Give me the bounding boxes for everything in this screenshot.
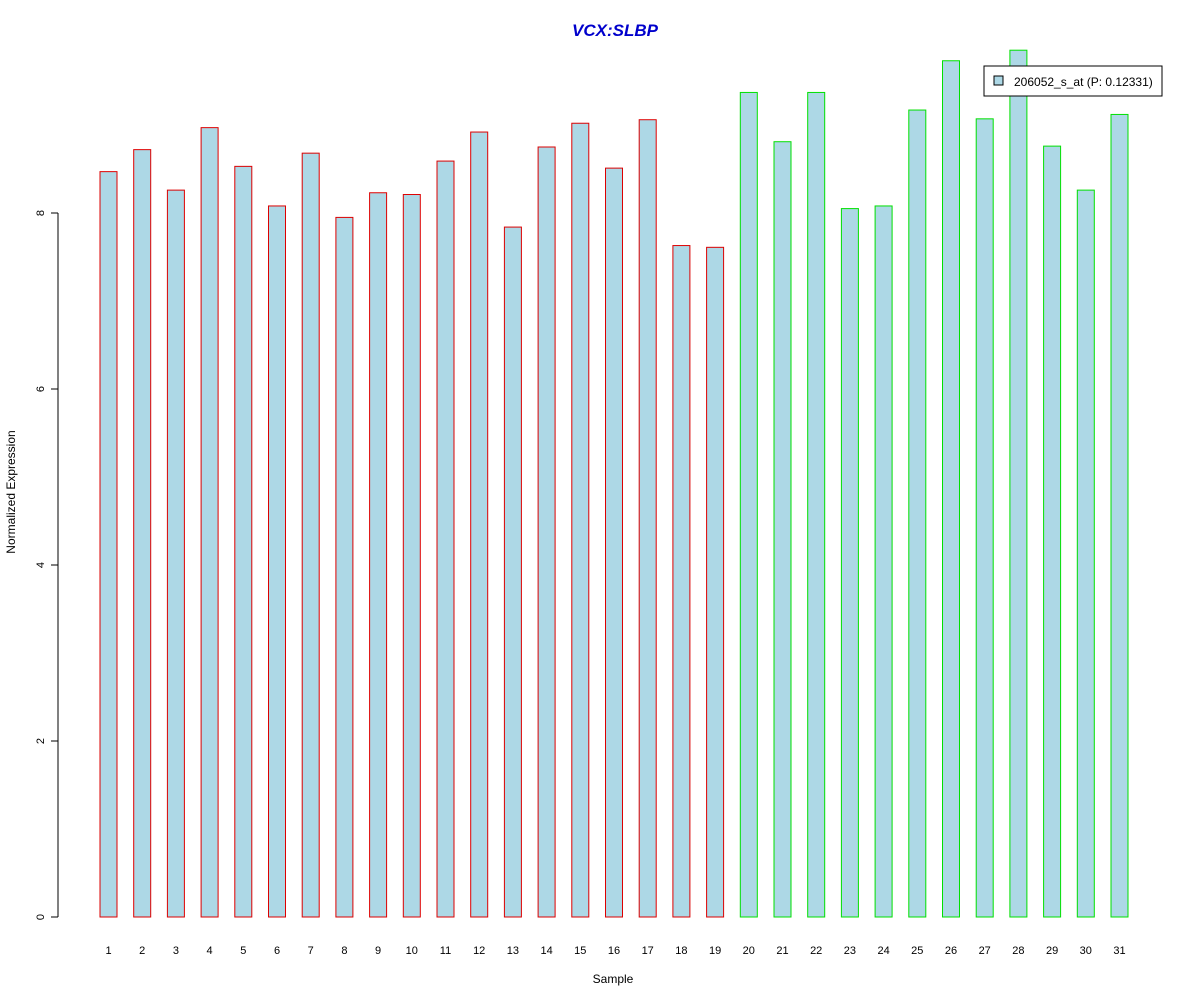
x-tick-label: 12 — [473, 945, 485, 957]
bar-sample-20 — [739, 91, 758, 918]
chart-title: VCX:SLBP — [572, 21, 659, 40]
bar-sample-21 — [773, 141, 792, 918]
y-tick-label: 0 — [35, 914, 47, 920]
bar-sample-30 — [1076, 189, 1095, 918]
x-tick-label: 30 — [1080, 945, 1092, 957]
x-tick-label: 8 — [341, 945, 347, 957]
x-tick-label: 18 — [675, 945, 687, 957]
x-tick-label: 19 — [709, 945, 721, 957]
x-tick-label: 31 — [1113, 945, 1125, 957]
bar-sample-23 — [840, 208, 859, 918]
x-tick-label: 28 — [1012, 945, 1024, 957]
legend-swatch — [993, 75, 1004, 86]
legend-label: 206052_s_at (P: 0.12331) — [1014, 75, 1153, 89]
bar-sample-14 — [537, 146, 556, 918]
bar-sample-10 — [402, 194, 421, 918]
x-tick-label: 2 — [139, 945, 145, 957]
bar-sample-1 — [99, 171, 118, 918]
x-tick-label: 22 — [810, 945, 822, 957]
bar-sample-31 — [1110, 113, 1129, 918]
legend: 206052_s_at (P: 0.12331) — [983, 65, 1163, 97]
x-tick-label: 15 — [574, 945, 586, 957]
bar-sample-12 — [470, 131, 489, 918]
y-axis-title: Normalized Expression — [4, 430, 18, 553]
x-tick-label: 21 — [776, 945, 788, 957]
y-tick-label: 6 — [35, 386, 47, 392]
y-tick-label: 2 — [35, 738, 47, 744]
bar-sample-13 — [503, 226, 522, 918]
x-tick-label: 10 — [406, 945, 418, 957]
x-tick-label: 17 — [642, 945, 654, 957]
legend-box — [983, 65, 1163, 97]
x-tick-label: 7 — [308, 945, 314, 957]
bar-sample-18 — [672, 245, 691, 918]
x-tick-label: 25 — [911, 945, 923, 957]
bar-sample-15 — [571, 122, 590, 918]
x-tick-label: 16 — [608, 945, 620, 957]
x-tick-label: 29 — [1046, 945, 1058, 957]
x-tick-label: 26 — [945, 945, 957, 957]
bar-sample-22 — [807, 91, 826, 918]
bar-sample-6 — [268, 205, 286, 918]
x-tick-label: 23 — [844, 945, 856, 957]
x-tick-label: 11 — [440, 945, 451, 957]
x-tick-label: 24 — [877, 945, 889, 957]
x-axis-title: Sample — [593, 972, 634, 986]
bar-sample-28 — [1009, 49, 1028, 918]
bar-sample-26 — [942, 60, 960, 918]
bar-sample-29 — [1043, 145, 1062, 918]
bar-sample-17 — [638, 119, 657, 918]
bar-sample-24 — [874, 205, 893, 918]
x-tick-label: 20 — [743, 945, 755, 957]
y-tick-label: 8 — [35, 210, 47, 216]
bars-group — [99, 49, 1129, 918]
x-tick-label: 13 — [507, 945, 519, 957]
y-axis: 0 2 4 6 8 — [35, 210, 59, 920]
bar-sample-11 — [436, 160, 455, 918]
bar-sample-2 — [133, 149, 152, 918]
bar-sample-4 — [200, 127, 219, 918]
bar-sample-25 — [908, 109, 927, 918]
x-tick-label: 9 — [375, 945, 381, 957]
bar-sample-3 — [166, 189, 185, 918]
x-tick-label: 14 — [540, 945, 552, 957]
bar-sample-7 — [301, 152, 320, 918]
x-tick-label: 27 — [979, 945, 991, 957]
x-tick-labels: 1 2 3 4 5 6 7 8 9 10 11 12 13 14 15 16 17 18 19 20 21 22 23 24 2… — [105, 945, 1125, 957]
x-tick-label: 4 — [207, 945, 213, 957]
bar-sample-9 — [369, 192, 388, 918]
x-tick-label: 6 — [274, 945, 280, 957]
y-tick-label: 4 — [35, 562, 47, 568]
x-tick-label: 1 — [105, 945, 111, 957]
bar-sample-8 — [335, 216, 354, 918]
x-tick-label: 3 — [173, 945, 179, 957]
bar-sample-5 — [234, 165, 253, 918]
bar-sample-16 — [605, 167, 623, 918]
x-tick-label: 5 — [240, 945, 246, 957]
bar-sample-19 — [706, 246, 725, 918]
bar-sample-27 — [975, 118, 994, 918]
